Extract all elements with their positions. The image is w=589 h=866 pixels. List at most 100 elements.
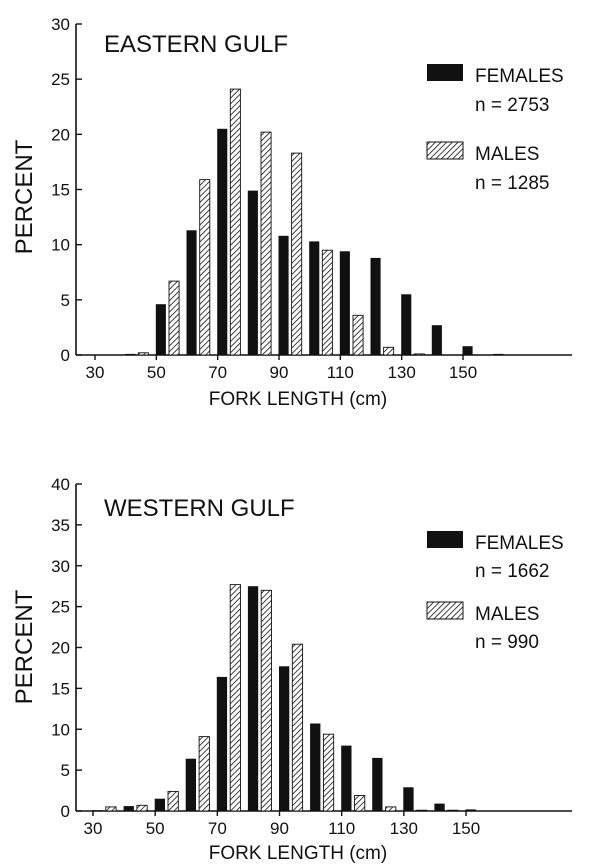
bar-males-80 [260, 589, 272, 812]
bar-females-100 [310, 723, 321, 811]
y-axis-label: PERCENT [11, 139, 38, 254]
legend-swatch-females [427, 64, 463, 81]
bar-females-50 [155, 304, 166, 355]
legend-n-females: n = 2753 [475, 95, 550, 116]
bar-females-140 [434, 803, 445, 811]
bar-females-150 [462, 346, 473, 355]
bar-females-120 [372, 757, 383, 811]
bar-males-110 [354, 795, 366, 812]
x-axis-label: FORK LENGTH (cm) [209, 389, 387, 410]
panel-eastern-gulf: PERCENT EASTERN GULF 0 5 10 15 20 25 30 30 50 70 9… [11, 15, 572, 410]
bar-females-90 [278, 235, 289, 355]
x-tick-label: 50 [146, 819, 165, 838]
x-tick-label: 110 [328, 819, 355, 838]
x-tick-label: 30 [84, 819, 103, 838]
bar-females-40 [125, 353, 136, 355]
bar-males-30 [105, 806, 117, 812]
bar-males-100 [321, 249, 333, 356]
bar-males-70 [229, 88, 241, 356]
legend-n-males: n = 1285 [475, 173, 550, 194]
bar-females-130 [403, 787, 414, 811]
bar-males-120 [383, 346, 395, 356]
y-tick-label: 10 [51, 236, 70, 255]
bar-females-110 [339, 251, 350, 355]
legend-n-males: n = 990 [475, 632, 539, 653]
legend-swatch-males [426, 601, 464, 620]
x-tick-label: 110 [327, 363, 354, 382]
x-tick-label: 70 [208, 363, 227, 382]
bar-females-130 [401, 294, 412, 355]
y-tick-label: 10 [51, 720, 70, 739]
bar-females-70 [217, 128, 228, 355]
bar-females-60 [185, 758, 196, 811]
bar-males-40 [136, 804, 148, 812]
bar-females-150 [465, 809, 476, 811]
x-tick-label: 150 [452, 819, 480, 838]
bar-males-140 [447, 809, 459, 812]
y-tick-label: 5 [61, 291, 70, 310]
x-tick-label: 90 [270, 363, 289, 382]
legend-label-males: MALES [475, 144, 539, 165]
bar-males-130 [413, 353, 425, 356]
bar-females-110 [341, 745, 352, 811]
y-tick-label: 20 [51, 125, 70, 144]
x-axis-label: FORK LENGTH (cm) [209, 843, 387, 864]
y-tick-label: 25 [51, 598, 70, 617]
y-tick-label: 30 [51, 557, 70, 576]
bar-males-80 [260, 131, 272, 356]
legend: FEMALES n = 1662 MALES n = 990 [426, 531, 564, 653]
panel-western-gulf: PERCENT WESTERN GULF 0 5 10 15 20 25 30 35 40 30 5… [11, 475, 572, 864]
chart-title: WESTERN GULF [104, 495, 295, 522]
y-tick-label: 0 [61, 802, 70, 821]
bar-males-120 [385, 806, 397, 812]
y-tick-label: 0 [61, 346, 70, 365]
bar-females-70 [216, 676, 228, 811]
bar-females-40 [123, 806, 134, 811]
legend-label-females: FEMALES [475, 66, 564, 87]
bar-males-90 [291, 152, 303, 356]
y-axis-label: PERCENT [11, 589, 38, 704]
bar-males-100 [322, 733, 335, 812]
bar-males-90 [291, 643, 304, 812]
legend-label-females: FEMALES [475, 533, 564, 554]
x-tick-label: 50 [147, 363, 166, 382]
bar-females-140 [431, 325, 442, 355]
x-tick-label: 150 [449, 363, 477, 382]
y-tick-label: 35 [51, 516, 70, 535]
bar-females-120 [370, 257, 381, 355]
chart-title: EASTERN GULF [104, 31, 288, 58]
legend-swatch-females [427, 531, 463, 548]
y-tick-label: 30 [51, 15, 70, 34]
bar-males-50 [168, 280, 180, 356]
bar-females-60 [186, 230, 197, 355]
y-tick-label: 15 [51, 181, 70, 200]
bar-males-50 [167, 790, 179, 812]
legend-swatch-males [426, 141, 464, 160]
bar-males-130 [416, 809, 428, 812]
x-tick-label: 30 [86, 363, 105, 382]
bar-males-60 [199, 179, 211, 356]
x-tick-label: 130 [387, 363, 415, 382]
bar-males-40 [137, 352, 149, 356]
x-tick-label: 70 [208, 819, 227, 838]
y-tick-label: 15 [51, 679, 70, 698]
bar-females-160 [493, 353, 504, 355]
bar-males-110 [352, 314, 364, 356]
bar-males-60 [198, 736, 210, 812]
y-tick-label: 20 [51, 639, 70, 658]
legend: FEMALES n = 2753 MALES n = 1285 [426, 64, 564, 194]
bar-males-70 [229, 584, 241, 812]
legend-n-females: n = 1662 [475, 561, 550, 582]
y-tick-label: 25 [51, 70, 70, 89]
legend-label-males: MALES [475, 604, 539, 625]
y-tick-label: 40 [51, 475, 70, 494]
x-tick-label: 130 [390, 819, 418, 838]
bar-females-80 [247, 586, 259, 811]
bar-females-50 [154, 798, 165, 811]
bar-females-90 [279, 666, 290, 811]
bar-females-30 [92, 810, 103, 811]
x-tick-label: 90 [270, 819, 289, 838]
bar-females-80 [247, 190, 258, 355]
bar-females-100 [309, 241, 320, 355]
